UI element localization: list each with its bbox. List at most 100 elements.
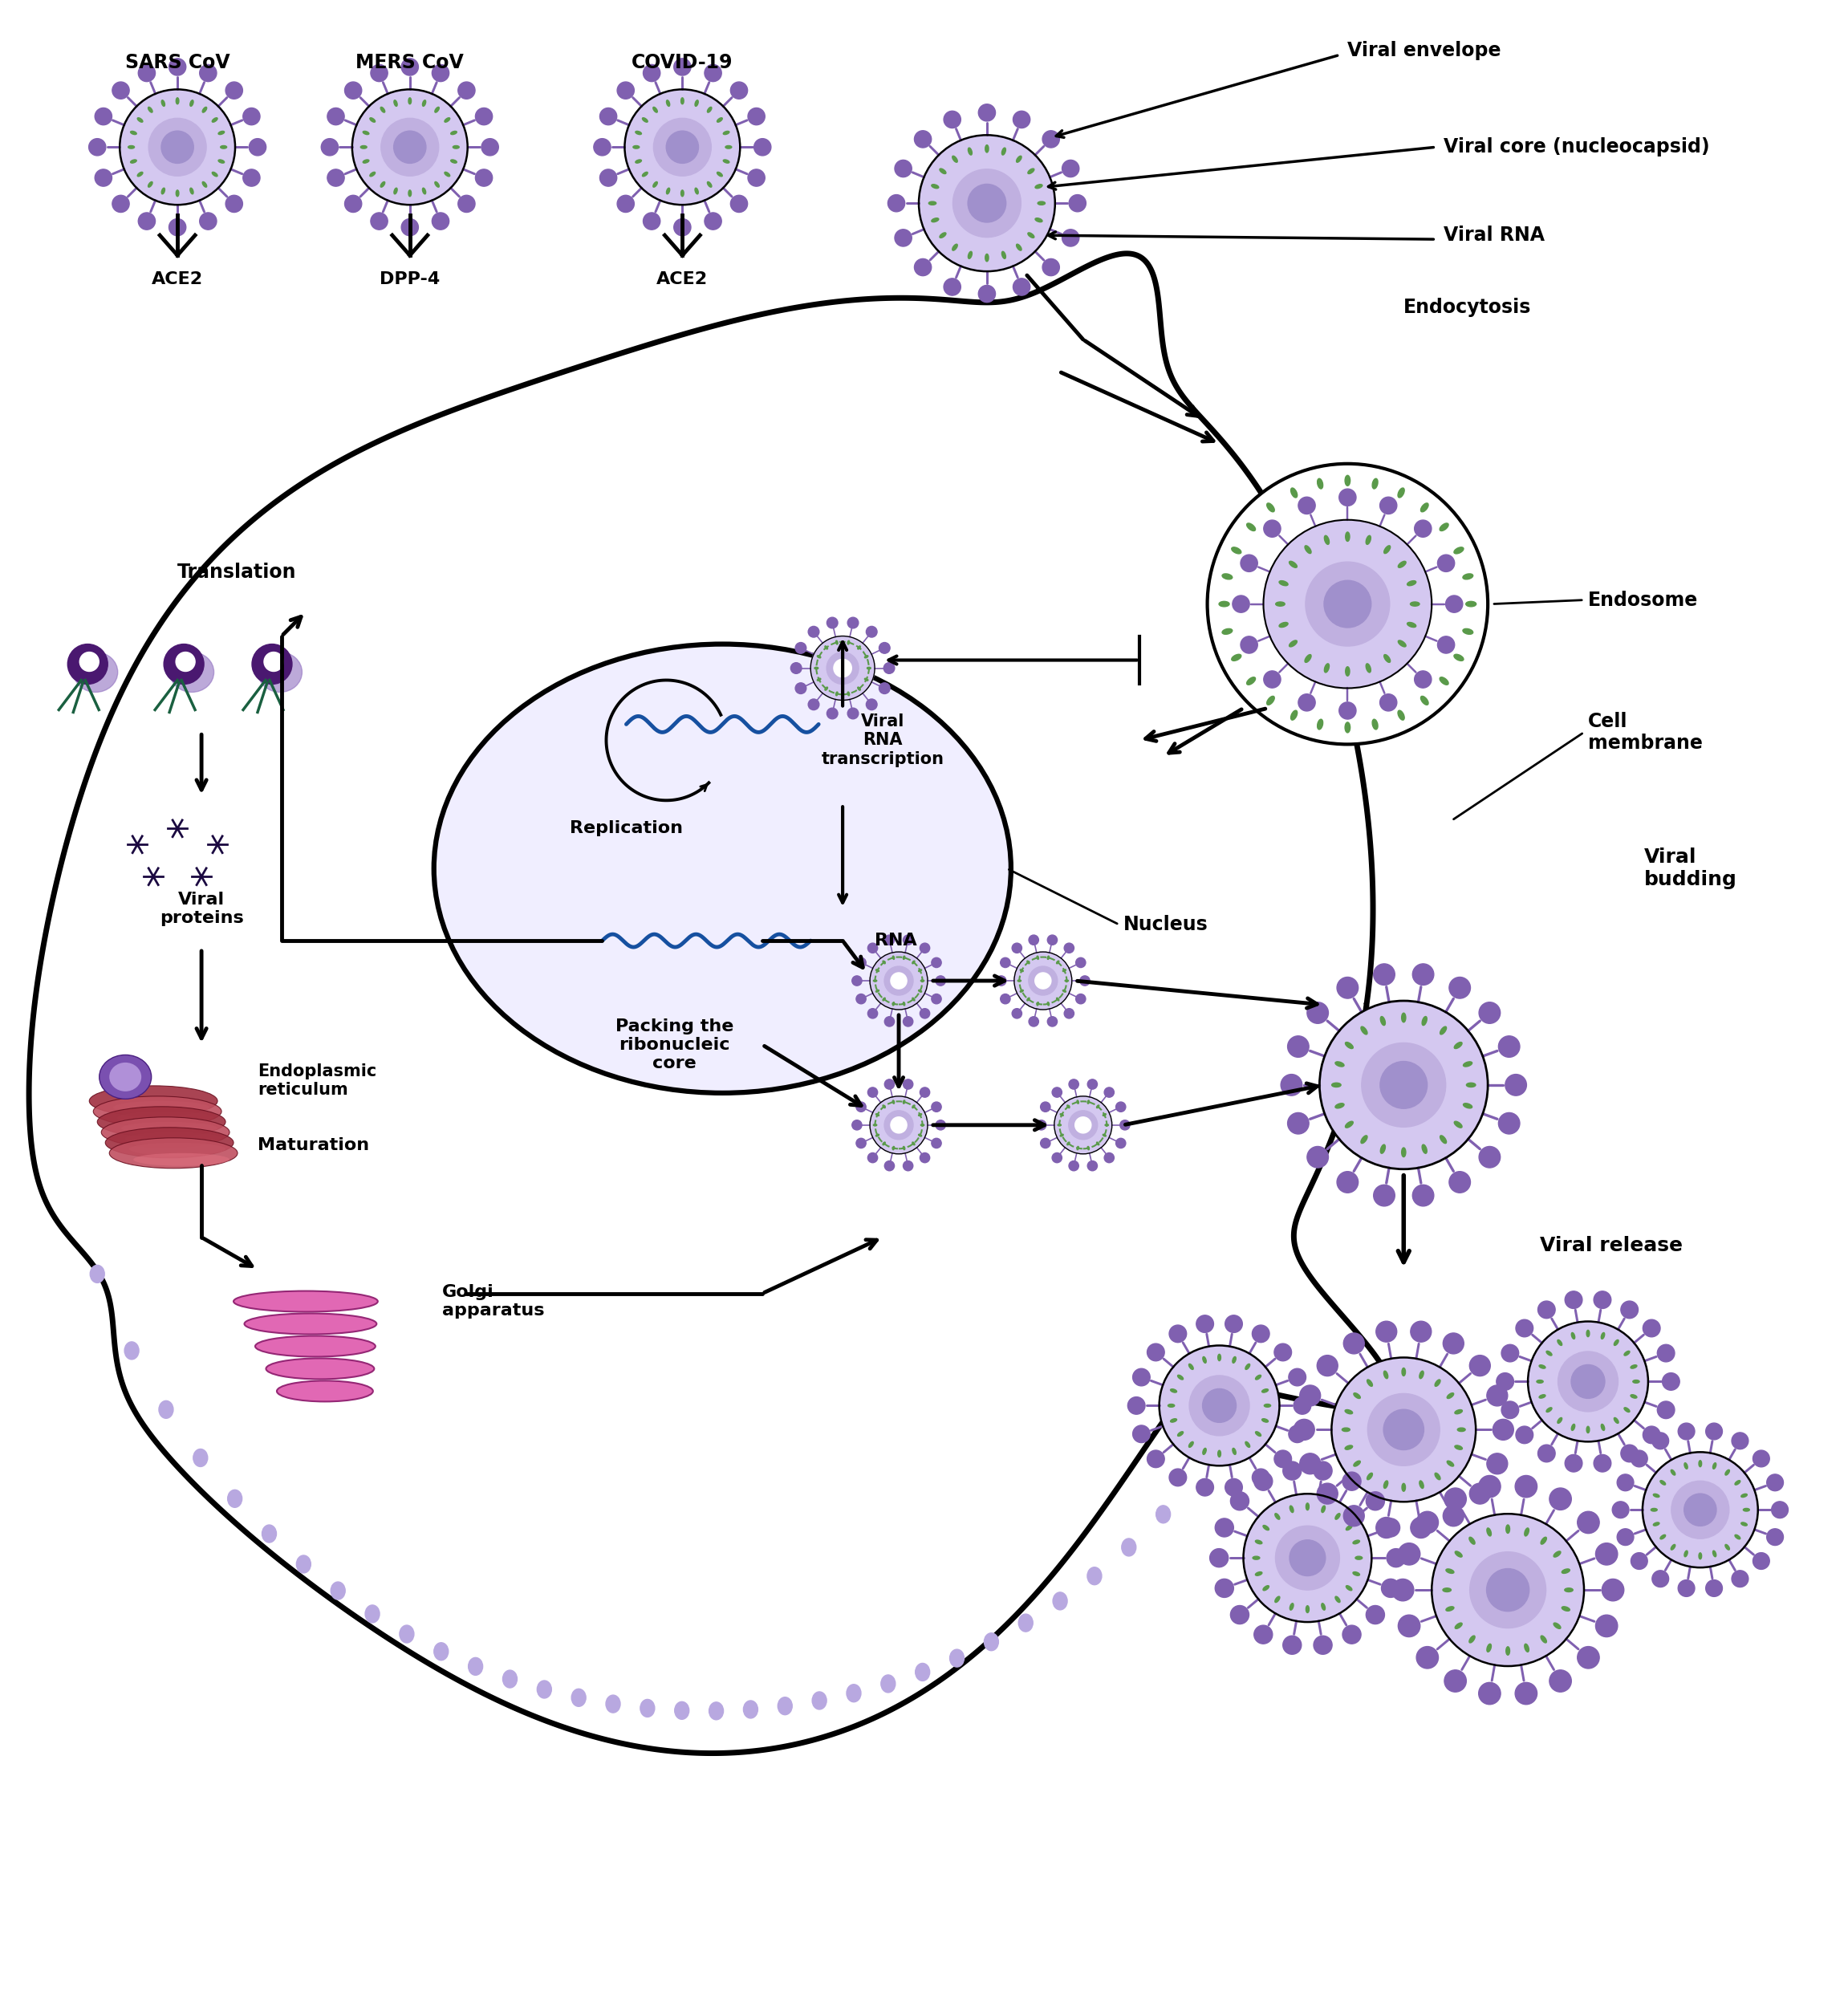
Ellipse shape bbox=[1203, 1448, 1207, 1454]
Ellipse shape bbox=[1419, 1371, 1423, 1379]
Ellipse shape bbox=[1454, 1042, 1462, 1048]
Circle shape bbox=[885, 1161, 894, 1171]
Ellipse shape bbox=[1447, 1394, 1454, 1398]
Circle shape bbox=[1288, 1426, 1307, 1442]
Circle shape bbox=[1501, 1345, 1519, 1361]
Ellipse shape bbox=[824, 687, 828, 691]
Ellipse shape bbox=[137, 118, 142, 122]
Circle shape bbox=[1445, 1488, 1465, 1510]
Ellipse shape bbox=[159, 1402, 174, 1418]
Ellipse shape bbox=[1419, 1480, 1423, 1488]
Circle shape bbox=[1314, 1637, 1332, 1655]
Circle shape bbox=[1068, 1080, 1079, 1088]
Circle shape bbox=[1216, 1518, 1234, 1536]
Ellipse shape bbox=[846, 1685, 861, 1703]
Ellipse shape bbox=[1713, 1464, 1717, 1470]
Circle shape bbox=[1064, 1008, 1074, 1018]
Ellipse shape bbox=[1600, 1333, 1604, 1339]
Ellipse shape bbox=[1469, 1536, 1475, 1544]
Ellipse shape bbox=[451, 131, 456, 135]
Ellipse shape bbox=[1403, 1484, 1406, 1492]
Circle shape bbox=[1602, 1578, 1624, 1600]
Circle shape bbox=[808, 626, 819, 637]
Ellipse shape bbox=[1345, 1410, 1353, 1414]
Circle shape bbox=[1684, 1494, 1717, 1526]
Ellipse shape bbox=[434, 106, 440, 112]
Circle shape bbox=[1052, 1088, 1063, 1096]
Circle shape bbox=[1233, 596, 1249, 612]
Circle shape bbox=[161, 131, 194, 163]
Ellipse shape bbox=[848, 641, 850, 645]
Circle shape bbox=[1617, 1528, 1634, 1546]
Ellipse shape bbox=[680, 191, 684, 197]
Circle shape bbox=[1449, 978, 1471, 998]
Ellipse shape bbox=[1077, 1147, 1079, 1151]
Circle shape bbox=[1578, 1512, 1599, 1534]
Ellipse shape bbox=[362, 161, 370, 163]
Circle shape bbox=[1432, 1514, 1584, 1667]
Text: DPP-4: DPP-4 bbox=[379, 271, 440, 287]
Ellipse shape bbox=[1035, 219, 1042, 223]
Circle shape bbox=[880, 643, 891, 653]
Ellipse shape bbox=[1096, 1104, 1100, 1108]
Circle shape bbox=[904, 936, 913, 946]
Circle shape bbox=[1336, 1171, 1358, 1193]
Circle shape bbox=[704, 213, 721, 229]
Ellipse shape bbox=[824, 647, 828, 649]
Ellipse shape bbox=[1353, 1460, 1360, 1466]
Ellipse shape bbox=[1345, 667, 1349, 677]
Ellipse shape bbox=[1353, 1572, 1360, 1576]
Circle shape bbox=[1029, 936, 1039, 946]
Circle shape bbox=[617, 195, 634, 213]
Text: Golgi
apparatus: Golgi apparatus bbox=[442, 1283, 543, 1319]
Circle shape bbox=[1643, 1452, 1757, 1568]
Circle shape bbox=[954, 169, 1020, 237]
Circle shape bbox=[1042, 131, 1059, 149]
Ellipse shape bbox=[1454, 1446, 1462, 1450]
Ellipse shape bbox=[445, 173, 449, 177]
Circle shape bbox=[1079, 976, 1090, 986]
Circle shape bbox=[1240, 554, 1258, 572]
Ellipse shape bbox=[1630, 1396, 1637, 1398]
Circle shape bbox=[754, 139, 771, 157]
Circle shape bbox=[885, 1110, 913, 1139]
Ellipse shape bbox=[148, 106, 153, 112]
Ellipse shape bbox=[1421, 504, 1429, 512]
Circle shape bbox=[1486, 1568, 1528, 1610]
Ellipse shape bbox=[1016, 157, 1022, 163]
Circle shape bbox=[1196, 1478, 1214, 1496]
Circle shape bbox=[915, 259, 931, 275]
Ellipse shape bbox=[1366, 663, 1371, 673]
Ellipse shape bbox=[1231, 655, 1242, 661]
Ellipse shape bbox=[1345, 723, 1351, 733]
Ellipse shape bbox=[233, 1291, 377, 1311]
Ellipse shape bbox=[1342, 1428, 1349, 1432]
Ellipse shape bbox=[918, 990, 922, 992]
Ellipse shape bbox=[218, 131, 224, 135]
Circle shape bbox=[978, 285, 996, 303]
Circle shape bbox=[1593, 1291, 1611, 1309]
Circle shape bbox=[1318, 1484, 1338, 1504]
Ellipse shape bbox=[883, 960, 885, 964]
Circle shape bbox=[475, 108, 492, 124]
Ellipse shape bbox=[1469, 1637, 1475, 1643]
Circle shape bbox=[867, 699, 878, 711]
Circle shape bbox=[401, 58, 418, 76]
Ellipse shape bbox=[817, 655, 821, 659]
Ellipse shape bbox=[1255, 1432, 1260, 1436]
Ellipse shape bbox=[381, 106, 384, 112]
Ellipse shape bbox=[434, 183, 440, 187]
Circle shape bbox=[1281, 1074, 1303, 1096]
Circle shape bbox=[1299, 1454, 1321, 1474]
Circle shape bbox=[94, 169, 113, 187]
Circle shape bbox=[1264, 520, 1432, 689]
Ellipse shape bbox=[1057, 998, 1059, 1000]
Circle shape bbox=[1240, 637, 1258, 653]
Circle shape bbox=[1210, 1548, 1229, 1566]
Circle shape bbox=[401, 219, 418, 235]
Ellipse shape bbox=[137, 173, 142, 177]
Ellipse shape bbox=[1103, 1114, 1105, 1116]
Circle shape bbox=[1318, 1355, 1338, 1375]
Circle shape bbox=[643, 213, 660, 229]
Circle shape bbox=[1515, 1683, 1538, 1705]
